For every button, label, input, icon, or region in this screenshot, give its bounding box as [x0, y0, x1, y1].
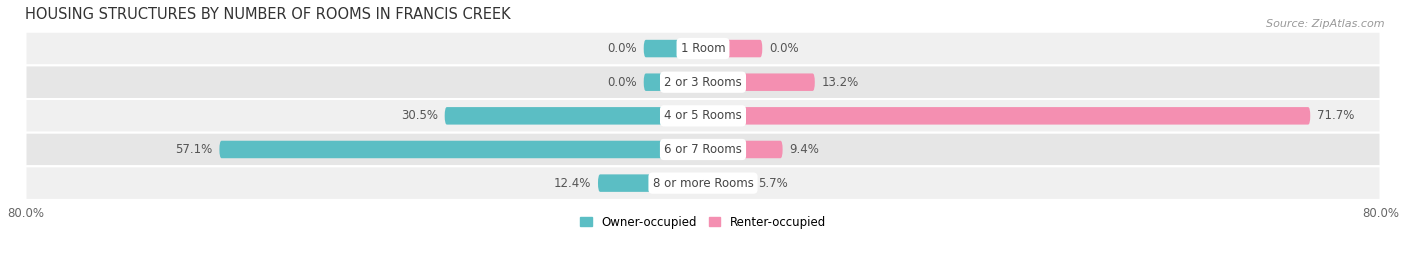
Text: 6 or 7 Rooms: 6 or 7 Rooms [664, 143, 742, 156]
Text: 5.7%: 5.7% [758, 177, 787, 190]
Text: 0.0%: 0.0% [607, 76, 637, 89]
Text: 2 or 3 Rooms: 2 or 3 Rooms [664, 76, 742, 89]
FancyBboxPatch shape [703, 174, 751, 192]
Text: 8 or more Rooms: 8 or more Rooms [652, 177, 754, 190]
FancyBboxPatch shape [25, 166, 1381, 200]
FancyBboxPatch shape [703, 107, 1310, 124]
FancyBboxPatch shape [598, 174, 703, 192]
Text: 0.0%: 0.0% [769, 42, 799, 55]
Text: HOUSING STRUCTURES BY NUMBER OF ROOMS IN FRANCIS CREEK: HOUSING STRUCTURES BY NUMBER OF ROOMS IN… [25, 7, 510, 22]
Text: 57.1%: 57.1% [176, 143, 212, 156]
Text: 0.0%: 0.0% [607, 42, 637, 55]
FancyBboxPatch shape [644, 73, 703, 91]
Text: 30.5%: 30.5% [401, 109, 437, 122]
FancyBboxPatch shape [703, 73, 815, 91]
Text: Source: ZipAtlas.com: Source: ZipAtlas.com [1267, 19, 1385, 29]
Text: 9.4%: 9.4% [789, 143, 820, 156]
FancyBboxPatch shape [219, 141, 703, 158]
FancyBboxPatch shape [25, 65, 1381, 99]
FancyBboxPatch shape [444, 107, 703, 124]
FancyBboxPatch shape [703, 141, 783, 158]
Text: 1 Room: 1 Room [681, 42, 725, 55]
Text: 12.4%: 12.4% [554, 177, 591, 190]
FancyBboxPatch shape [25, 32, 1381, 65]
Text: 4 or 5 Rooms: 4 or 5 Rooms [664, 109, 742, 122]
FancyBboxPatch shape [25, 99, 1381, 133]
FancyBboxPatch shape [703, 40, 762, 57]
Legend: Owner-occupied, Renter-occupied: Owner-occupied, Renter-occupied [575, 211, 831, 234]
FancyBboxPatch shape [25, 133, 1381, 166]
Text: 13.2%: 13.2% [821, 76, 859, 89]
Text: 71.7%: 71.7% [1317, 109, 1354, 122]
FancyBboxPatch shape [644, 40, 703, 57]
